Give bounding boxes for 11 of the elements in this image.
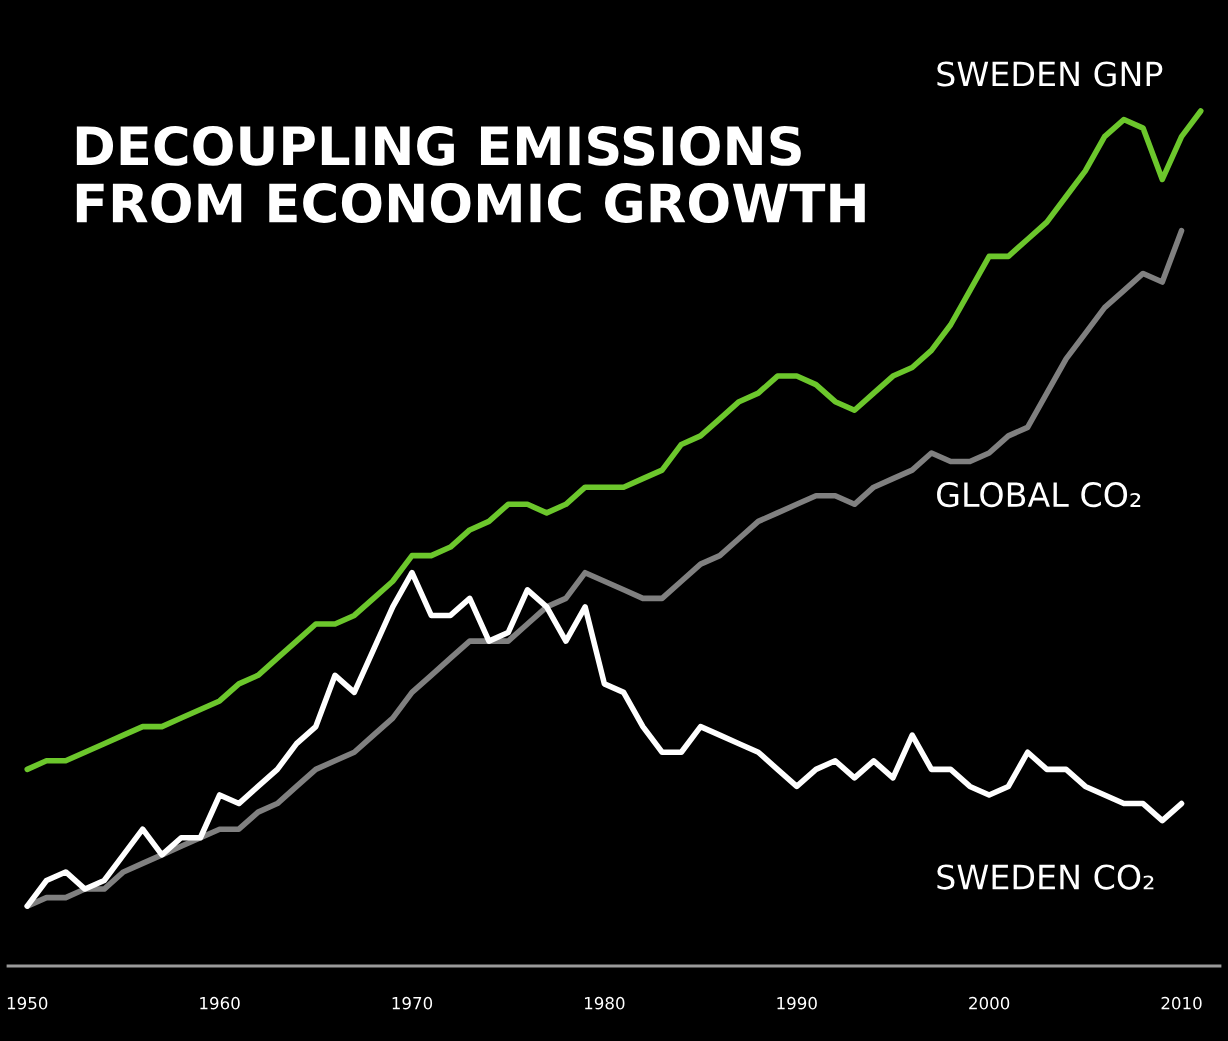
x-tick-label: 1950 <box>7 996 48 1010</box>
series-label: SWEDEN GNP <box>937 61 1163 87</box>
text: DECOUPLING EMISSIONS FROM ECONOMIC GROWTH <box>76 125 865 223</box>
series-label: SWEDEN CO₂ <box>937 864 1154 890</box>
x-tick-label: 1980 <box>585 996 625 1010</box>
x-tick-label: 2010 <box>1161 996 1202 1010</box>
x-tick-label: 1990 <box>777 996 817 1010</box>
x-tick-label: 1970 <box>392 996 433 1010</box>
x-tick-label: 1960 <box>200 996 240 1010</box>
series-label: GLOBAL CO₂ <box>937 482 1141 508</box>
x-tick-label: 2000 <box>969 996 1010 1010</box>
